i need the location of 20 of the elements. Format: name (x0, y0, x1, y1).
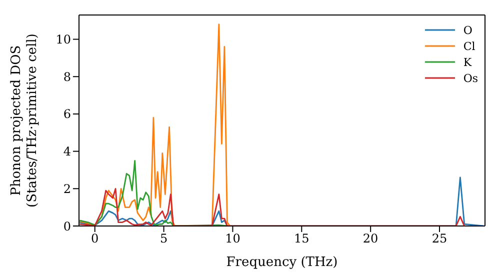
y-tick-label: 8 (63, 70, 71, 84)
y-tick-label: 0 (63, 219, 71, 234)
y-axis-title: Phonon projected DOS (States/THz·primitive cell) (9, 33, 40, 208)
x-tick-label: 25 (432, 232, 448, 246)
y-tick-label: 4 (63, 144, 72, 159)
legend-label: Cl (463, 40, 476, 52)
legend-label: Os (463, 72, 478, 84)
x-tick-label: 0 (91, 232, 99, 246)
legend-label: O (463, 24, 472, 36)
x-tick-label: 15 (294, 232, 310, 246)
line-series (79, 24, 231, 226)
x-tick-label: 20 (362, 232, 378, 246)
x-tick-label: 10 (225, 232, 240, 246)
x-tick-label: 5 (160, 232, 168, 246)
line-series (79, 160, 228, 226)
x-axis-title: Frequency (THz) (226, 255, 338, 270)
y-tick-label: 10 (56, 32, 71, 47)
y-tick-label: 2 (63, 182, 71, 196)
legend-label: K (463, 56, 472, 68)
y-tick-label: 6 (63, 107, 71, 122)
